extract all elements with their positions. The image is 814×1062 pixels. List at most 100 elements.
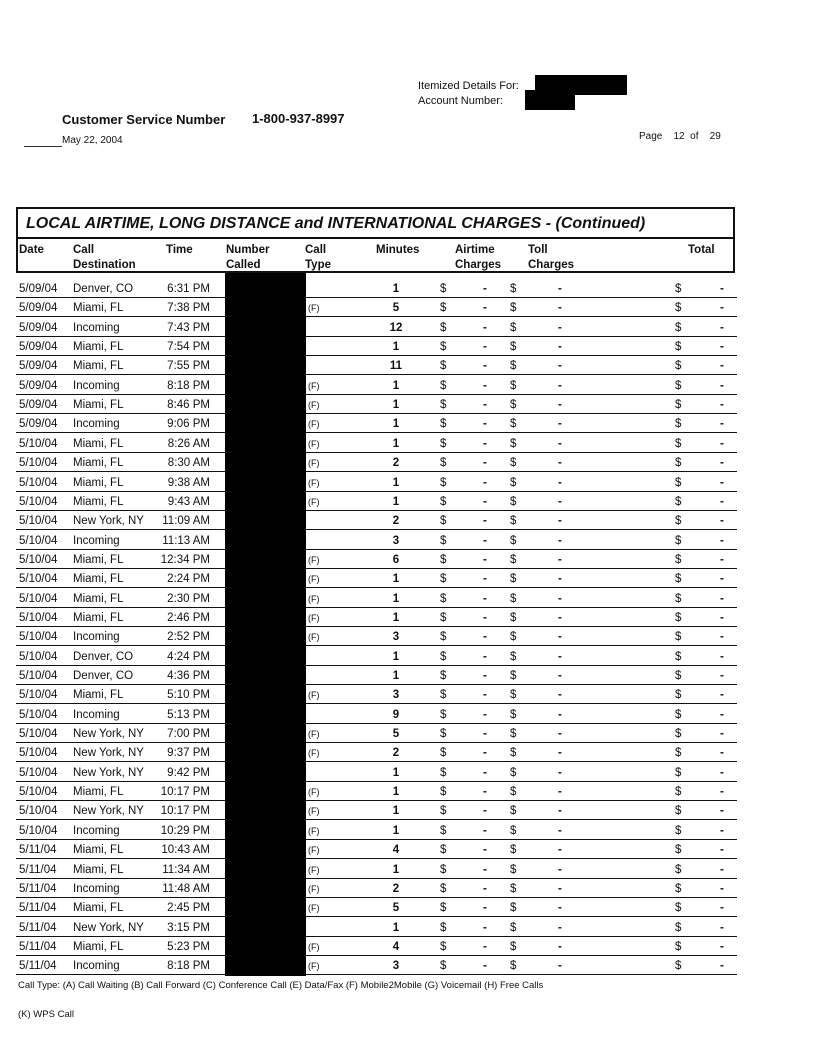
date-cell: 5/10/04 bbox=[19, 805, 58, 818]
toll-amount: - bbox=[558, 418, 562, 431]
redacted-number-column bbox=[225, 273, 306, 976]
toll-currency: $ bbox=[510, 882, 517, 895]
total-amount: - bbox=[720, 283, 724, 295]
time-cell: 2:52 PM bbox=[167, 631, 210, 644]
date-cell: 5/10/04 bbox=[19, 611, 58, 624]
total-amount: - bbox=[720, 592, 724, 605]
destination-cell: New York, NY bbox=[73, 515, 144, 528]
date-cell: 5/09/04 bbox=[19, 321, 58, 334]
time-cell: 10:17 PM bbox=[160, 805, 210, 818]
row-rule bbox=[306, 606, 737, 608]
toll-amount: - bbox=[558, 360, 562, 373]
time-cell: 8:30 AM bbox=[167, 457, 210, 470]
row-rule bbox=[16, 819, 225, 821]
toll-amount: - bbox=[558, 940, 562, 953]
row-rule bbox=[306, 858, 737, 860]
row-rule bbox=[16, 780, 225, 782]
total-amount: - bbox=[720, 902, 724, 915]
total-amount: - bbox=[720, 689, 724, 702]
total-currency: $ bbox=[675, 283, 682, 295]
date-cell: 5/11/04 bbox=[19, 921, 57, 934]
time-cell: 9:38 AM bbox=[167, 476, 210, 489]
total-currency: $ bbox=[675, 611, 682, 624]
row-rule bbox=[16, 316, 225, 318]
date-cell: 5/10/04 bbox=[19, 437, 58, 450]
time-cell: 10:29 PM bbox=[160, 824, 210, 837]
toll-currency: $ bbox=[510, 786, 517, 799]
airtime-amount: - bbox=[483, 844, 487, 857]
minutes-cell: 1 bbox=[392, 341, 400, 354]
total-amount: - bbox=[720, 321, 724, 334]
airtime-amount: - bbox=[483, 321, 487, 334]
row-rule bbox=[16, 954, 225, 956]
total-currency: $ bbox=[675, 728, 682, 741]
total-amount: - bbox=[720, 534, 724, 547]
toll-amount: - bbox=[558, 747, 562, 760]
destination-cell: Miami, FL bbox=[73, 495, 124, 508]
table-row: 5/10/04 New York, NY 9:42 PM 1 $ - $ - $ - bbox=[16, 763, 737, 782]
row-rule bbox=[16, 335, 225, 337]
airtime-currency: $ bbox=[440, 824, 447, 837]
date-cell: 5/11/04 bbox=[19, 902, 57, 915]
call-type-cell: (F) bbox=[308, 845, 320, 856]
airtime-currency: $ bbox=[440, 302, 447, 315]
total-currency: $ bbox=[675, 863, 682, 876]
call-type-legend-2: (K) WPS Call bbox=[18, 1009, 74, 1020]
minutes-cell: 1 bbox=[392, 863, 400, 876]
page-total: 29 bbox=[709, 131, 721, 142]
airtime-currency: $ bbox=[440, 960, 447, 973]
airtime-currency: $ bbox=[440, 476, 447, 489]
total-amount: - bbox=[720, 379, 724, 392]
minutes-cell: 3 bbox=[392, 689, 400, 702]
destination-cell: Denver, CO bbox=[73, 283, 134, 295]
airtime-amount: - bbox=[483, 805, 487, 818]
minutes-cell: 11 bbox=[389, 360, 403, 373]
row-rule bbox=[16, 896, 225, 898]
total-currency: $ bbox=[675, 960, 682, 973]
total-currency: $ bbox=[675, 689, 682, 702]
date-cell: 5/11/04 bbox=[19, 882, 57, 895]
destination-cell: Miami, FL bbox=[73, 902, 124, 915]
total-currency: $ bbox=[675, 399, 682, 412]
total-currency: $ bbox=[675, 592, 682, 605]
row-rule bbox=[306, 355, 737, 357]
call-type-cell: (F) bbox=[308, 690, 320, 701]
toll-currency: $ bbox=[510, 553, 517, 566]
total-amount: - bbox=[720, 476, 724, 489]
total-amount: - bbox=[720, 766, 724, 779]
airtime-amount: - bbox=[483, 592, 487, 605]
date-cell: 5/09/04 bbox=[19, 360, 58, 373]
row-rule bbox=[16, 935, 225, 937]
total-amount: - bbox=[720, 882, 724, 895]
toll-amount: - bbox=[558, 631, 562, 644]
destination-cell: Miami, FL bbox=[73, 592, 124, 605]
airtime-currency: $ bbox=[440, 863, 447, 876]
row-rule bbox=[306, 935, 737, 937]
airtime-amount: - bbox=[483, 708, 487, 721]
minutes-cell: 9 bbox=[392, 708, 400, 721]
toll-amount: - bbox=[558, 786, 562, 799]
minutes-cell: 6 bbox=[392, 553, 400, 566]
time-cell: 5:10 PM bbox=[167, 689, 210, 702]
date-cell: 5/10/04 bbox=[19, 515, 58, 528]
airtime-currency: $ bbox=[440, 631, 447, 644]
toll-currency: $ bbox=[510, 940, 517, 953]
row-rule bbox=[16, 722, 225, 724]
table-row: 5/10/04 New York, NY 7:00 PM (F) 5 $ - $ - $ - bbox=[16, 724, 737, 744]
destination-cell: Miami, FL bbox=[73, 341, 124, 354]
table-row: 5/10/04 Incoming 10:29 PM (F) 1 $ - $ - $ - bbox=[16, 821, 737, 840]
minutes-cell: 1 bbox=[392, 283, 400, 295]
table-row: 5/10/04 Miami, FL 8:26 AM (F) 1 $ - $ - $ - bbox=[16, 434, 737, 453]
minutes-cell: 2 bbox=[392, 882, 400, 895]
toll-amount: - bbox=[558, 341, 562, 354]
table-row: 5/10/04 Miami, FL 2:30 PM (F) 1 $ - $ - $ - bbox=[16, 589, 737, 608]
cs-label: Customer Service Number bbox=[62, 112, 226, 127]
minutes-cell: 5 bbox=[392, 902, 400, 915]
row-rule bbox=[306, 800, 737, 802]
row-rule bbox=[16, 355, 225, 357]
destination-cell: Miami, FL bbox=[73, 360, 124, 373]
time-cell: 8:18 PM bbox=[167, 960, 210, 973]
date-cell: 5/10/04 bbox=[19, 766, 58, 779]
destination-cell: Incoming bbox=[73, 631, 120, 644]
airtime-currency: $ bbox=[440, 902, 447, 915]
